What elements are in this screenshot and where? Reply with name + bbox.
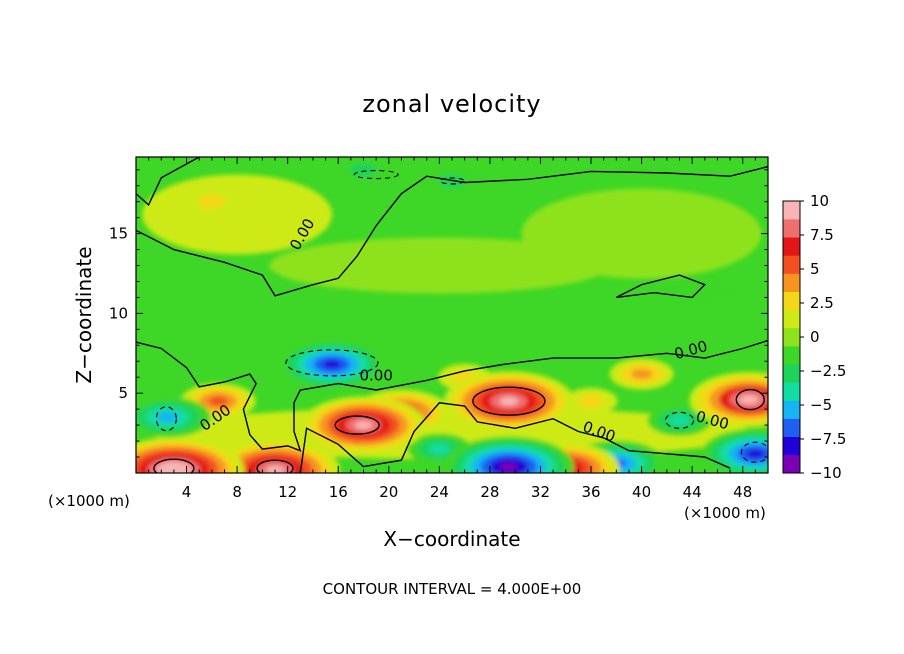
contour-ring-4 <box>153 458 195 473</box>
colorbar-segment <box>783 364 800 383</box>
upper-positive-region <box>142 174 333 255</box>
zero-contour-bottom <box>299 402 731 473</box>
upper-right-region <box>521 188 762 279</box>
x-tick-label: 12 <box>278 483 297 501</box>
colorbar-tick-label: 5 <box>810 260 820 278</box>
chart-title: zonal velocity <box>362 90 541 118</box>
contour-ring-48 <box>735 388 766 411</box>
colorbar-segment <box>783 255 800 274</box>
y-tick-label: 15 <box>109 225 128 243</box>
neg-contour-48 <box>740 441 768 463</box>
contour-lines <box>136 157 768 473</box>
x-axis-label: X−coordinate <box>383 527 520 551</box>
colorbar-tick-label: 0 <box>810 328 820 346</box>
feature-negative-13 <box>277 339 386 390</box>
x-tick-label: 40 <box>632 483 651 501</box>
zero-contour-lower <box>136 339 768 452</box>
contour-ring-12 <box>256 459 294 473</box>
colorbar-segment <box>783 273 800 292</box>
colorbar-segment <box>783 291 800 311</box>
feature-negative-9 <box>136 396 211 438</box>
colorbar-segment <box>783 346 800 365</box>
y-axis-label: Z−coordinate <box>72 246 96 383</box>
colorbar-segment <box>783 309 800 329</box>
colorbar-segment <box>783 454 800 474</box>
colorbar-segment <box>783 436 800 456</box>
midlevel-region <box>269 237 610 294</box>
x-tick-label: 44 <box>683 483 702 501</box>
colorbar-tick-label: 7.5 <box>810 226 834 244</box>
colorbar-tick-label: −2.5 <box>810 362 846 380</box>
x-unit-right: (×1000 m) <box>684 504 766 522</box>
x-tick-label: 32 <box>531 483 550 501</box>
feature-positive-2 <box>185 188 239 215</box>
y-tick-label: 5 <box>118 384 128 402</box>
neg-contour-44 <box>664 411 695 429</box>
feature-positive-5 <box>609 358 674 390</box>
plot-area: 0.000.000.00 0.00 0.000.00 <box>136 157 768 473</box>
contour-interval-text: CONTOUR INTERVAL = 4.000E+00 <box>323 580 582 598</box>
x-tick-label: 48 <box>733 483 752 501</box>
x-tick-label: 16 <box>329 483 348 501</box>
contour-ring-28 <box>472 386 546 416</box>
x-tick-label: 20 <box>379 483 398 501</box>
feature-positive-1 <box>564 387 618 415</box>
heatmap-field: 0.000.000.00 0.00 0.000.00 <box>136 157 768 473</box>
colorbar-tick-label: −10 <box>810 464 842 482</box>
colorbar: 10 7.5 5 2.5 0 −2.5 −5 −7.5 −10 <box>782 192 846 482</box>
x-unit-left: (×1000 m) <box>48 492 130 510</box>
x-tick-label: 4 <box>182 483 192 501</box>
neg-contour-top1 <box>353 170 399 180</box>
feature-negative-3 <box>337 157 391 183</box>
colorbar-segment <box>783 418 800 438</box>
colorbar-tick-label: −5 <box>810 396 832 414</box>
colorbar-segment <box>783 382 800 401</box>
contour-label: 0.00 <box>359 366 392 384</box>
colorbar-segment <box>783 201 800 220</box>
x-tick-label: 24 <box>430 483 449 501</box>
y-tick-label: 10 <box>109 304 128 322</box>
x-tick-label: 28 <box>480 483 499 501</box>
contour-ring-16 <box>334 415 380 435</box>
colorbar-tick-label: 2.5 <box>810 294 834 312</box>
colorbar-segment <box>783 237 800 256</box>
feature-positive-16 <box>301 396 426 454</box>
colorbar-segment <box>783 219 800 238</box>
colorbar-segment <box>783 327 800 347</box>
x-tick-label: 36 <box>581 483 600 501</box>
zero-contour-topleft <box>136 157 200 207</box>
colorbar-tick-label: −7.5 <box>810 430 846 448</box>
neg-contour-4 <box>155 406 177 432</box>
feature-positive-17 <box>443 371 574 432</box>
x-tick-label: 8 <box>232 483 242 501</box>
negative-contours <box>155 170 768 463</box>
zero-contour-island <box>615 274 707 299</box>
zero-contour-upper <box>136 165 768 297</box>
colorbar-segment <box>783 400 800 419</box>
feature-negative-19 <box>443 436 574 473</box>
neg-contour-top2 <box>439 177 465 185</box>
colorbar-tick-label: 10 <box>810 192 829 210</box>
neg-contour-16 <box>285 349 379 377</box>
feature-positive-15 <box>689 371 768 428</box>
